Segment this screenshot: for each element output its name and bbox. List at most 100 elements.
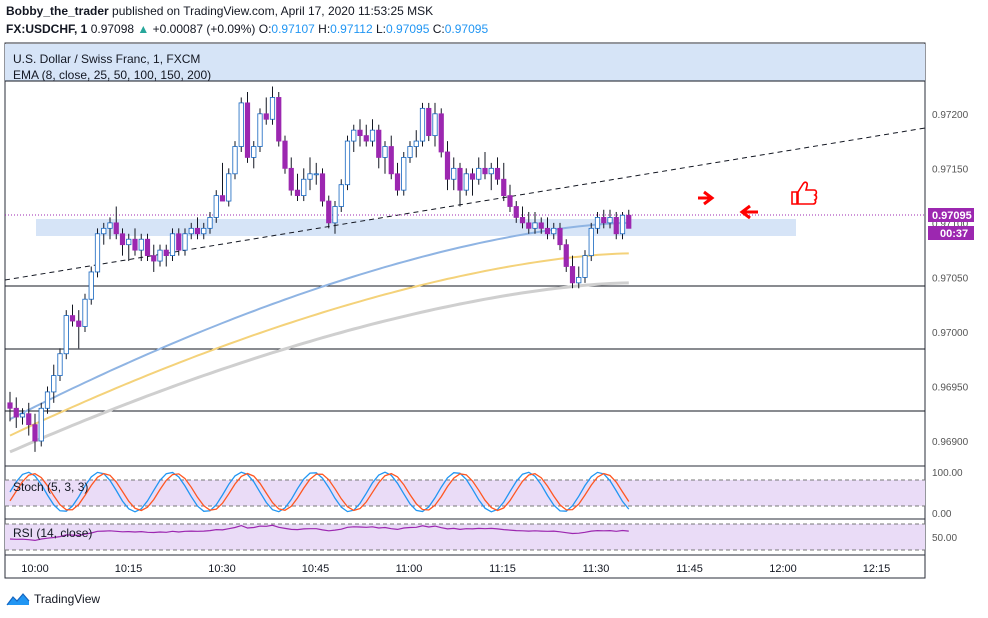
- low-label: L:: [376, 22, 387, 36]
- candle-body: [488, 167, 494, 175]
- close-value: 0.97095: [444, 22, 489, 36]
- time-tick-label: 10:15: [115, 563, 143, 575]
- close-label: C:: [432, 22, 445, 36]
- arrow-right-icon: [739, 204, 758, 220]
- rsi-tick-50: 50.00: [932, 533, 957, 544]
- publish-info: Bobby_the_trader published on TradingVie…: [6, 4, 433, 18]
- candle-body: [463, 173, 469, 191]
- candle-body: [119, 233, 126, 246]
- candle-body: [157, 249, 163, 262]
- candle-body: [94, 233, 101, 273]
- candle-body: [63, 315, 69, 355]
- candle-body: [7, 402, 13, 409]
- price-tick-label: 0.97000: [932, 328, 969, 339]
- candle-body: [51, 375, 57, 393]
- candle-body: [88, 271, 94, 300]
- price-axis[interactable]: 0.97200 0.97150 0.97100 0.97050 0.97000 0.969…: [932, 110, 969, 448]
- low-value: 0.97095: [386, 22, 430, 36]
- time-tick-label: 10:00: [21, 563, 49, 575]
- price-badge: [928, 208, 974, 222]
- candle-body: [382, 146, 388, 158]
- candle-body: [501, 178, 507, 197]
- author-name[interactable]: Bobby_the_trader: [6, 4, 109, 18]
- candle-body: [82, 298, 88, 327]
- candle-body: [563, 244, 569, 267]
- rsi-band: [5, 524, 925, 550]
- candle-body: [419, 107, 426, 142]
- candle-body: [244, 102, 251, 158]
- time-tick-label: 12:00: [769, 563, 797, 575]
- candle-body: [551, 227, 557, 235]
- price-badge-value: 0.97095: [932, 210, 972, 222]
- candle-body: [132, 238, 138, 251]
- candle-body: [357, 129, 363, 137]
- time-tick-label: 11:45: [676, 563, 703, 575]
- trend-line[interactable]: [4, 127, 926, 281]
- candle-body: [469, 173, 476, 180]
- time-tick-label: 11:30: [583, 563, 610, 575]
- candle-body: [426, 107, 432, 137]
- stoch-legend: Stoch (5, 3, 3): [13, 480, 88, 494]
- candle-body: [388, 146, 394, 175]
- candle-body: [332, 206, 338, 224]
- price-tick-label: 0.96900: [932, 437, 969, 448]
- chart-title: U.S. Dollar / Swiss Franc, 1, FXCM: [13, 52, 200, 66]
- candle-body: [319, 173, 326, 202]
- ohlc-bar: FX:USDCHF, 1 0.97098 ▲ +0.00087 (+0.09%)…: [6, 22, 488, 36]
- footer-brand[interactable]: TradingView: [34, 592, 101, 606]
- stoch-band: [5, 480, 925, 506]
- candle-body: [557, 227, 563, 246]
- candle-body: [432, 113, 438, 137]
- candle-body: [513, 206, 519, 218]
- candle-body: [232, 146, 238, 175]
- candle-body: [251, 146, 257, 158]
- candle-body: [457, 167, 463, 191]
- candle-body: [413, 140, 419, 147]
- candle-body: [113, 222, 119, 235]
- candles-group: [7, 86, 632, 452]
- candle-body: [38, 407, 44, 442]
- resistance-zone: [5, 44, 925, 81]
- candle-body: [613, 217, 619, 235]
- candle-body: [307, 173, 313, 180]
- stoch-k-line: [9, 471, 630, 513]
- candle-body: [163, 249, 169, 256]
- candle-body: [213, 195, 219, 218]
- candle-body: [376, 129, 382, 158]
- time-axis[interactable]: 10:00 10:15 10:30 10:45 11:00 11:15 11:30 11:45…: [21, 563, 890, 575]
- time-tick-label: 10:30: [208, 563, 236, 575]
- candle-body: [451, 167, 457, 180]
- candle-body: [107, 222, 113, 229]
- candle-body: [301, 178, 307, 197]
- candle-body: [188, 227, 194, 235]
- countdown-badge: [928, 226, 974, 240]
- candle-body: [201, 227, 207, 235]
- candle-body: [326, 200, 332, 224]
- candle-body: [138, 238, 144, 251]
- ema-blue-line: [9, 221, 629, 421]
- candle-body: [588, 227, 594, 256]
- candle-body: [257, 113, 263, 147]
- thumbs-up-icon: [791, 181, 818, 205]
- candle-body: [544, 227, 551, 235]
- ema-gray-line: [9, 281, 629, 454]
- candle-body: [438, 113, 444, 153]
- candle-body: [369, 129, 376, 142]
- candle-body: [176, 233, 182, 251]
- ema-legend: EMA (8, close, 25, 50, 100, 150, 200): [13, 68, 211, 82]
- candle-body: [532, 222, 538, 229]
- candle-body: [363, 135, 369, 142]
- candle-body: [313, 173, 319, 176]
- tradingview-logo-icon: [6, 593, 30, 606]
- candle-body: [526, 222, 532, 229]
- rsi-legend: RSI (14, close): [13, 526, 92, 540]
- candle-body: [594, 217, 601, 229]
- candle-body: [401, 157, 407, 191]
- candle-body: [344, 140, 351, 186]
- price-tick-label: 0.97200: [932, 110, 969, 121]
- up-triangle-icon: ▲: [137, 22, 150, 36]
- candle-body: [226, 173, 232, 202]
- candle-body: [101, 227, 107, 235]
- published-text: published on TradingView.com, April 17, …: [112, 4, 434, 18]
